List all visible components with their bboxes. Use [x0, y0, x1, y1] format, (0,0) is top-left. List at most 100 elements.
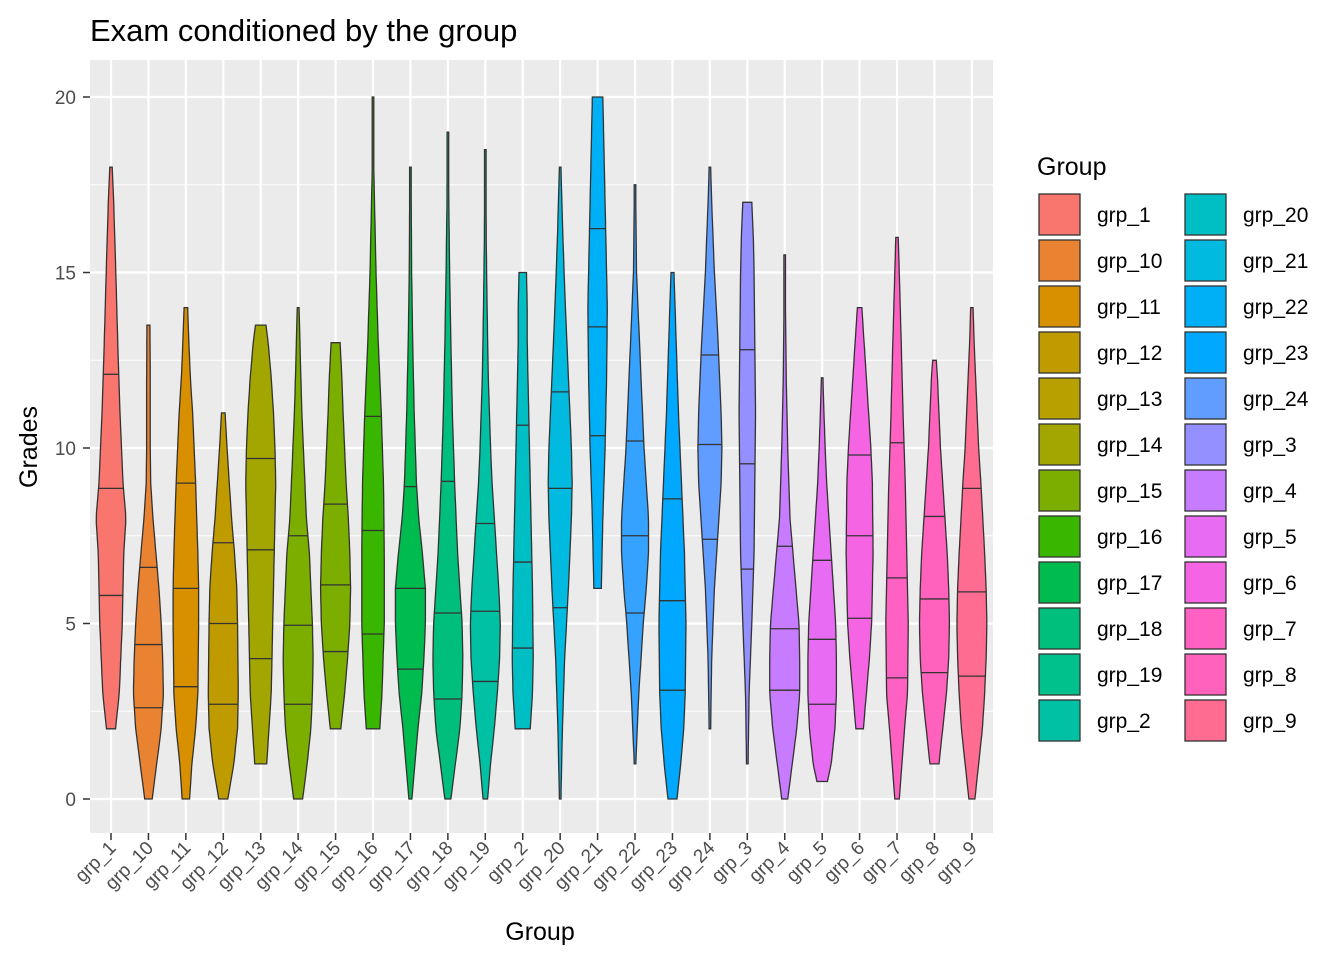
legend-item-grp-7: grp_7 [1184, 607, 1297, 650]
violins [95, 96, 988, 800]
legend-item-grp-12: grp_12 [1038, 331, 1162, 374]
legend-item-grp-20: grp_20 [1184, 193, 1308, 236]
y-tick-label: 5 [65, 615, 76, 636]
violin-grp-18 [432, 131, 464, 800]
legend-label: grp_13 [1097, 388, 1162, 411]
legend-label: grp_12 [1097, 342, 1162, 365]
y-axis: 0 5 10 15 20 [55, 88, 90, 811]
legend-label: grp_10 [1097, 250, 1162, 273]
violin-grp-7 [885, 236, 909, 800]
legend-swatch [1038, 377, 1081, 420]
legend-swatch [1184, 561, 1227, 604]
legend-item-grp-6: grp_6 [1184, 561, 1297, 604]
violin-grp-13 [245, 324, 277, 765]
legend-item-grp-4: grp_4 [1184, 469, 1297, 512]
legend-item-grp-8: grp_8 [1184, 653, 1297, 696]
violin-grp-16 [361, 96, 385, 730]
legend-item-grp-11: grp_11 [1038, 285, 1161, 328]
legend-swatch [1184, 653, 1227, 696]
legend-label: grp_11 [1097, 296, 1161, 319]
violin-grp-20 [547, 166, 573, 800]
legend-swatch [1038, 653, 1081, 696]
legend-item-grp-18: grp_18 [1038, 607, 1162, 650]
legend-item-grp-5: grp_5 [1184, 515, 1297, 558]
legend-swatch [1184, 423, 1227, 466]
legend-item-grp-24: grp_24 [1184, 377, 1309, 420]
legend-swatch [1038, 331, 1081, 374]
x-axis-title: Group [505, 918, 574, 946]
legend-item-grp-19: grp_19 [1038, 653, 1162, 696]
legend: grp_1 grp_10 grp_11 grp_12 grp_13 grp_14 grp_1… [1038, 193, 1309, 742]
plot-panel [90, 60, 993, 833]
legend-swatch [1184, 239, 1227, 282]
x-tick-label: grp_7 [857, 838, 906, 887]
legend-label: grp_22 [1243, 296, 1308, 319]
violin-grp-1 [95, 166, 127, 730]
legend-label: grp_23 [1243, 342, 1308, 365]
legend-label: grp_16 [1097, 526, 1162, 549]
legend-swatch [1038, 699, 1081, 742]
legend-label: grp_20 [1243, 204, 1308, 227]
x-tick-label: grp_6 [820, 838, 869, 887]
legend-swatch [1184, 699, 1227, 742]
legend-label: grp_21 [1243, 250, 1308, 273]
legend-item-grp-2: grp_2 [1038, 699, 1151, 742]
legend-swatch [1038, 561, 1081, 604]
legend-item-grp-21: grp_21 [1184, 239, 1308, 282]
x-tick-label: grp_4 [745, 837, 795, 887]
legend-label: grp_15 [1097, 480, 1162, 503]
legend-swatch [1184, 331, 1227, 374]
legend-label: grp_17 [1097, 572, 1162, 595]
y-tick-label: 10 [55, 439, 76, 460]
legend-item-grp-15: grp_15 [1038, 469, 1162, 512]
legend-item-grp-22: grp_22 [1184, 285, 1308, 328]
x-axis: grp_1grp_10grp_11grp_12grp_13grp_14grp_1… [71, 833, 981, 894]
legend-label: grp_7 [1243, 618, 1297, 641]
violin-grp-8 [918, 359, 951, 765]
legend-label: grp_18 [1097, 618, 1162, 641]
y-tick-label: 20 [55, 88, 76, 109]
legend-item-grp-10: grp_10 [1038, 239, 1162, 282]
y-tick-label: 0 [65, 790, 76, 811]
legend-label: grp_3 [1243, 434, 1297, 457]
legend-item-grp-3: grp_3 [1184, 423, 1297, 466]
violin-grp-6 [845, 306, 874, 730]
legend-item-grp-1: grp_1 [1038, 193, 1151, 236]
legend-item-grp-17: grp_17 [1038, 561, 1162, 604]
legend-item-grp-13: grp_13 [1038, 377, 1162, 420]
violin-grp-15 [319, 342, 352, 730]
legend-item-grp-16: grp_16 [1038, 515, 1162, 558]
legend-item-grp-9: grp_9 [1184, 699, 1297, 742]
violin-grp-22 [620, 184, 650, 765]
legend-swatch [1184, 377, 1227, 420]
legend-label: grp_14 [1097, 434, 1163, 457]
legend-swatch [1038, 285, 1081, 328]
legend-swatch [1038, 469, 1081, 512]
legend-swatch [1184, 515, 1227, 558]
violin-grp-14 [282, 306, 314, 800]
violin-grp-17 [394, 166, 427, 800]
legend-swatch [1038, 607, 1081, 650]
legend-label: grp_9 [1243, 710, 1297, 733]
y-axis-title: Grades [15, 406, 43, 488]
legend-swatch [1038, 423, 1081, 466]
legend-swatch [1038, 193, 1081, 236]
violin-grp-19 [469, 148, 501, 800]
violin-grp-12 [207, 412, 239, 800]
y-tick-label: 15 [55, 264, 76, 285]
x-tick-label: grp_5 [782, 838, 831, 887]
violin-grp-5 [807, 377, 838, 783]
legend-label: grp_4 [1243, 480, 1297, 503]
violin-grp-21 [587, 96, 608, 590]
x-tick-label: grp_8 [895, 838, 944, 887]
violin-grp-24 [697, 166, 723, 730]
x-tick-label: grp_3 [708, 838, 757, 887]
legend-swatch [1184, 607, 1227, 650]
legend-label: grp_19 [1097, 664, 1162, 687]
legend-label: grp_8 [1243, 664, 1297, 687]
violin-grp-23 [658, 271, 687, 800]
legend-swatch [1038, 515, 1081, 558]
legend-label: grp_5 [1243, 526, 1297, 549]
violin-grp-2 [511, 271, 534, 730]
